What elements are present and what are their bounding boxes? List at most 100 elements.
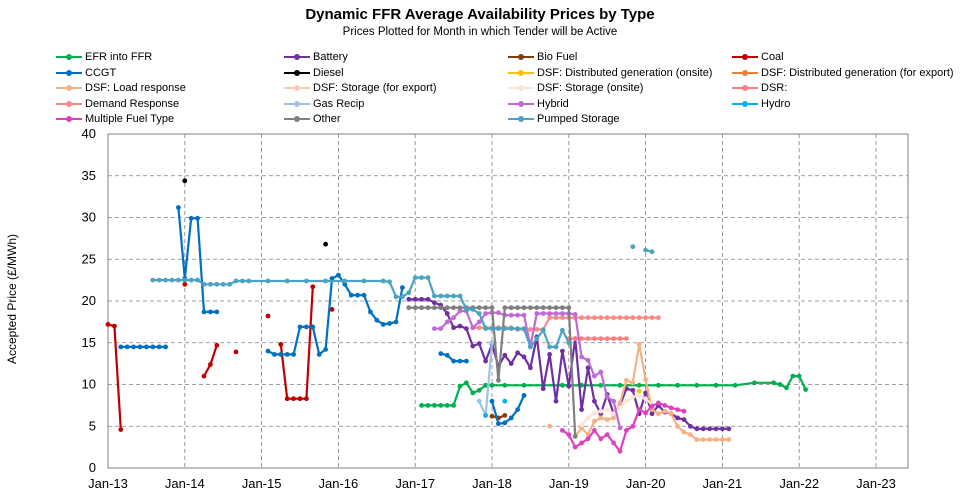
data-point-other bbox=[547, 305, 552, 311]
legend-item-multiple-fuel-type: Multiple Fuel Type bbox=[56, 112, 174, 126]
data-point-pumped-storage bbox=[528, 344, 533, 350]
data-point-hybrid bbox=[598, 369, 604, 375]
legend-label: Hydro bbox=[761, 97, 791, 110]
data-point-bio-fuel bbox=[489, 413, 495, 419]
data-point-dsf-load-response bbox=[688, 432, 693, 437]
data-point-pumped-storage bbox=[534, 336, 540, 341]
data-point-battery bbox=[630, 387, 636, 393]
data-point-coal bbox=[214, 342, 220, 348]
data-point-efr-into-ffr bbox=[489, 382, 495, 388]
data-point-diesel bbox=[182, 178, 188, 184]
data-point-pumped-storage bbox=[361, 278, 367, 284]
data-point-pumped-storage bbox=[489, 326, 495, 331]
data-point-demand-response bbox=[553, 315, 559, 321]
data-point-multiple-fuel-type bbox=[662, 403, 668, 408]
data-point-efr-into-ffr bbox=[777, 382, 783, 387]
series-line-coal bbox=[107, 323, 122, 430]
data-point-other bbox=[528, 305, 533, 311]
data-point-other bbox=[444, 305, 450, 311]
legend-item-dsf-storage-for-export: DSF: Storage (for export) bbox=[284, 81, 437, 95]
data-point-pumped-storage bbox=[176, 277, 181, 283]
data-point-ccgt bbox=[464, 358, 469, 364]
data-point-pumped-storage bbox=[649, 249, 655, 255]
data-point-other bbox=[560, 305, 565, 311]
data-point-multiple-fuel-type bbox=[624, 428, 629, 433]
data-point-ccgt bbox=[291, 352, 296, 357]
data-point-ccgt bbox=[208, 309, 213, 315]
legend-item-gas-recip: Gas Recip bbox=[284, 97, 364, 111]
data-point-efr-into-ffr bbox=[444, 403, 450, 408]
data-point-pumped-storage bbox=[163, 277, 169, 283]
data-point-efr-into-ffr bbox=[675, 382, 680, 388]
data-point-gas-recip bbox=[489, 340, 495, 346]
data-point-dsf-storage-onsite bbox=[643, 396, 648, 402]
legend-label: Coal bbox=[761, 51, 784, 63]
data-point-multiple-fuel-type bbox=[592, 428, 597, 433]
data-point-dsf-storage-onsite bbox=[624, 398, 629, 404]
data-point-battery bbox=[540, 386, 546, 392]
data-point-ccgt bbox=[176, 205, 181, 210]
data-point-hybrid bbox=[553, 311, 559, 316]
data-point-dsf-load-response bbox=[630, 380, 636, 386]
data-point-dsf-distributed-generation-onsite bbox=[636, 388, 642, 394]
legend-label: Gas Recip bbox=[313, 97, 365, 110]
data-point-coal bbox=[105, 322, 111, 327]
data-point-dsf-storage-onsite bbox=[611, 411, 616, 417]
data-point-efr-into-ffr bbox=[713, 382, 719, 388]
data-point-efr-into-ffr bbox=[803, 387, 808, 392]
data-point-ccgt bbox=[272, 352, 277, 357]
data-point-efr-into-ffr bbox=[784, 385, 789, 391]
data-point-hybrid bbox=[508, 312, 514, 318]
legend-swatch bbox=[284, 97, 310, 111]
legend-label: Diesel bbox=[313, 66, 344, 79]
data-point-hybrid bbox=[611, 398, 616, 404]
data-point-gas-recip bbox=[476, 398, 482, 404]
data-point-dsf-load-response bbox=[656, 411, 661, 417]
data-point-pumped-storage bbox=[304, 278, 309, 284]
data-point-dsf-load-response bbox=[662, 408, 668, 414]
data-point-coal bbox=[265, 313, 271, 319]
data-point-multiple-fuel-type bbox=[668, 405, 674, 411]
data-point-demand-response bbox=[611, 315, 616, 321]
data-point-ccgt bbox=[451, 358, 456, 364]
data-point-pumped-storage bbox=[214, 281, 220, 287]
data-point-battery bbox=[681, 417, 687, 422]
data-point-multiple-fuel-type bbox=[617, 448, 623, 454]
data-point-bio-fuel bbox=[502, 413, 508, 418]
data-point-other bbox=[553, 305, 559, 311]
data-point-pumped-storage bbox=[169, 277, 175, 283]
data-point-ccgt bbox=[489, 398, 495, 404]
data-point-multiple-fuel-type bbox=[643, 410, 648, 416]
data-point-battery bbox=[406, 296, 412, 302]
data-point-ccgt bbox=[374, 317, 380, 323]
data-point-battery bbox=[425, 296, 431, 302]
data-point-pumped-storage bbox=[150, 277, 156, 283]
x-tick-label: Jan-16 bbox=[319, 476, 359, 491]
data-point-dsf-storage-onsite bbox=[604, 407, 610, 412]
data-point-pumped-storage bbox=[643, 247, 648, 253]
y-tick-label: 30 bbox=[82, 210, 96, 225]
data-point-ccgt bbox=[515, 407, 520, 412]
legend-swatch bbox=[508, 66, 534, 80]
data-point-pumped-storage bbox=[419, 275, 424, 280]
y-tick-label: 0 bbox=[89, 460, 96, 475]
data-point-ccgt bbox=[323, 347, 328, 352]
legend-label: Battery bbox=[313, 51, 348, 63]
data-point-pumped-storage bbox=[265, 278, 271, 284]
data-point-pumped-storage bbox=[438, 293, 444, 299]
legend-item-dsf-storage-onsite: DSF: Storage (onsite) bbox=[508, 81, 643, 95]
legend-item-coal: Coal bbox=[732, 50, 784, 64]
data-point-coal bbox=[208, 362, 213, 367]
data-point-other bbox=[406, 305, 412, 311]
legend-swatch bbox=[56, 112, 82, 126]
data-point-dsf-load-response bbox=[598, 415, 604, 421]
data-point-ccgt bbox=[278, 352, 284, 357]
data-point-other bbox=[451, 305, 456, 311]
data-point-other bbox=[572, 433, 578, 439]
y-tick-label: 5 bbox=[89, 418, 96, 433]
data-point-diesel bbox=[323, 241, 328, 247]
data-point-efr-into-ffr bbox=[476, 387, 482, 393]
data-point-ccgt bbox=[188, 215, 194, 221]
data-point-pumped-storage bbox=[412, 275, 418, 280]
